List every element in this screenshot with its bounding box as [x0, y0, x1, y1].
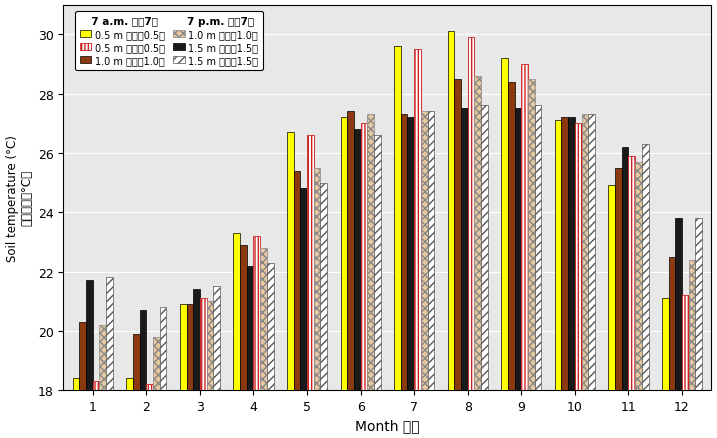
Bar	[447, 32, 455, 438]
Bar	[100, 325, 106, 438]
Bar	[206, 301, 213, 438]
Bar	[267, 263, 274, 438]
Bar	[354, 130, 361, 438]
Bar	[528, 80, 535, 438]
Bar	[689, 260, 695, 438]
Bar	[361, 124, 367, 438]
Bar	[347, 112, 354, 438]
Bar	[622, 148, 628, 438]
Bar	[427, 112, 435, 438]
Bar	[461, 109, 467, 438]
Bar	[247, 266, 254, 438]
Bar	[307, 136, 314, 438]
Bar	[213, 287, 220, 438]
Bar	[234, 233, 240, 438]
Bar	[374, 136, 381, 438]
Bar	[180, 304, 186, 438]
Bar	[635, 162, 642, 438]
Bar	[467, 38, 475, 438]
Bar	[414, 50, 421, 438]
Bar	[521, 65, 528, 438]
Bar	[160, 307, 166, 438]
Bar	[401, 115, 407, 438]
Bar	[628, 156, 635, 438]
Bar	[555, 121, 561, 438]
Bar	[588, 115, 595, 438]
Bar	[662, 299, 668, 438]
Bar	[80, 322, 86, 438]
Bar	[581, 115, 588, 438]
Bar	[367, 115, 374, 438]
Bar	[200, 299, 206, 438]
Bar	[186, 304, 193, 438]
Bar	[287, 133, 294, 438]
Bar	[508, 82, 515, 438]
Legend: 0.5 m 地面下0.5米, 0.5 m 地面下0.5米, 1.0 m 地面下1.0米, 1.0 m 地面下1.0米, 1.5 m 地面下1.5米, 1.5 m: 0.5 m 地面下0.5米, 0.5 m 地面下0.5米, 1.0 m 地面下1…	[75, 12, 263, 71]
Bar	[126, 378, 133, 438]
Bar	[254, 237, 260, 438]
Bar	[92, 381, 100, 438]
Bar	[575, 124, 581, 438]
Bar	[608, 186, 615, 438]
Bar	[421, 112, 427, 438]
Bar	[320, 183, 327, 438]
Bar	[86, 281, 92, 438]
Bar	[300, 189, 307, 438]
Bar	[140, 311, 146, 438]
Bar	[193, 290, 200, 438]
Bar	[675, 219, 682, 438]
Bar	[475, 77, 481, 438]
Bar	[481, 106, 488, 438]
Bar	[260, 248, 267, 438]
Bar	[501, 59, 508, 438]
Bar	[455, 80, 461, 438]
Bar	[668, 257, 675, 438]
Bar	[407, 118, 414, 438]
Bar	[682, 296, 689, 438]
Bar	[72, 378, 80, 438]
X-axis label: Month 月份: Month 月份	[355, 418, 419, 432]
Bar	[133, 334, 140, 438]
Bar	[153, 337, 160, 438]
Bar	[106, 278, 113, 438]
Bar	[568, 118, 575, 438]
Bar	[294, 171, 300, 438]
Bar	[240, 245, 247, 438]
Bar	[515, 109, 521, 438]
Bar	[615, 168, 622, 438]
Bar	[146, 385, 153, 438]
Bar	[314, 168, 320, 438]
Y-axis label: Soil temperature (°C)
土壤溫度（°C）: Soil temperature (°C) 土壤溫度（°C）	[6, 134, 34, 261]
Bar	[695, 219, 702, 438]
Bar	[341, 118, 347, 438]
Bar	[394, 47, 401, 438]
Bar	[561, 118, 568, 438]
Bar	[642, 145, 648, 438]
Bar	[535, 106, 541, 438]
